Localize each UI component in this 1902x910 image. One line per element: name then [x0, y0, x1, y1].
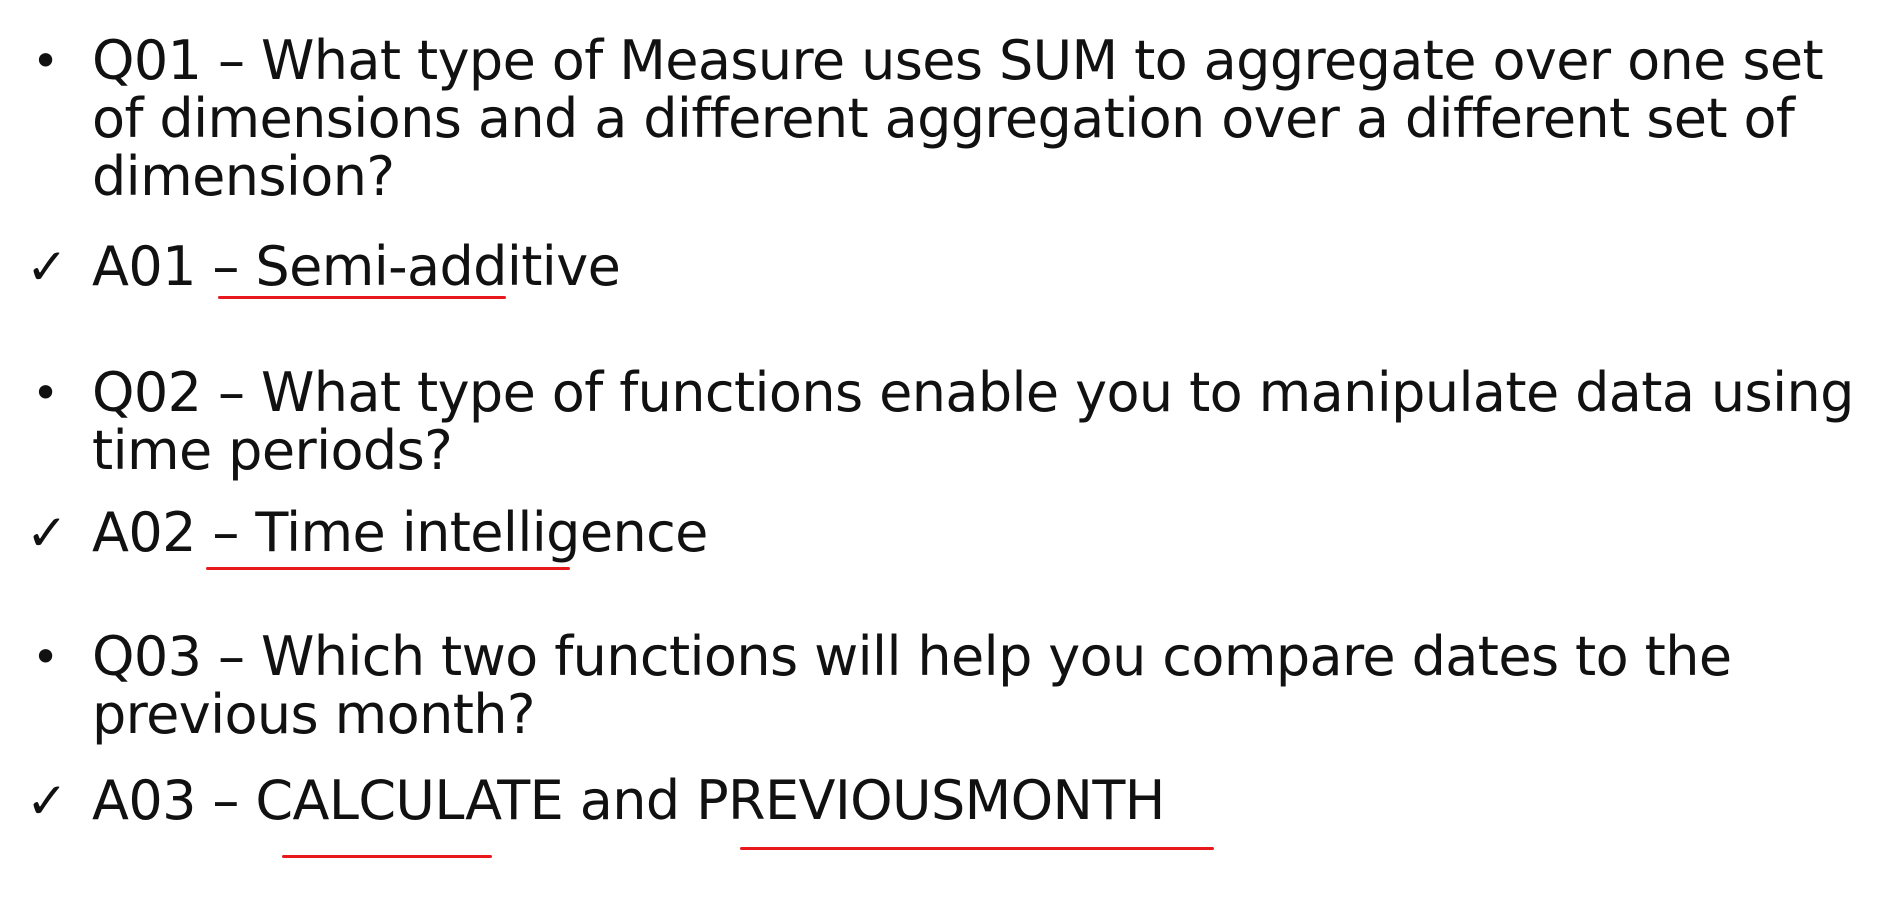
- answer-joiner-a03: and: [563, 769, 697, 832]
- answer-text-a02: A02 – Time intelligence: [92, 504, 1882, 562]
- answer-value-a02: Time intelligence: [255, 501, 708, 564]
- answer-prefix-a01: A01 –: [92, 235, 256, 298]
- checkmark-icon: ✓: [26, 504, 68, 562]
- checkmark-icon: ✓: [26, 772, 68, 830]
- answer-text-a01: A01 – Semi-additive: [92, 238, 1882, 296]
- bullet-icon: •: [32, 34, 60, 88]
- answer-value-a01: Semi-additive: [255, 235, 621, 298]
- bullet-icon: •: [32, 366, 60, 420]
- question-text-q02: Q02 – What type of functions enable you …: [92, 361, 1854, 482]
- annotation-underline-calculate: [282, 855, 492, 858]
- checkmark-icon: ✓: [26, 238, 68, 296]
- annotation-underline-previousmonth: [740, 847, 1214, 850]
- answer-prefix-a03: A03 –: [92, 769, 256, 832]
- answer-value-a03-previousmonth: PREVIOUSMONTH: [696, 769, 1165, 832]
- annotation-underline-a01: [218, 296, 506, 299]
- answer-prefix-a02: A02 –: [92, 501, 256, 564]
- bullet-icon: •: [32, 630, 60, 684]
- annotation-underline-a02: [206, 567, 570, 570]
- answer-value-a03-calculate: CALCULATE: [255, 769, 564, 832]
- question-text-q01: Q01 – What type of Measure uses SUM to a…: [92, 29, 1824, 208]
- answer-text-a03: A03 – CALCULATE and PREVIOUSMONTH: [92, 772, 1882, 830]
- question-text-q03: Q03 – Which two functions will help you …: [92, 625, 1732, 746]
